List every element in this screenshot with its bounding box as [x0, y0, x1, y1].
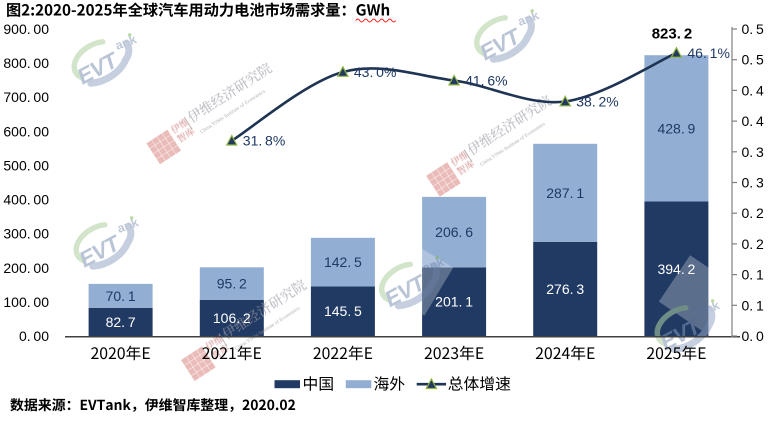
svg-text:145. 5: 145. 5 [324, 303, 362, 319]
svg-text:0. 1: 0. 1 [742, 297, 764, 313]
svg-text:46. 1%: 46. 1% [687, 45, 730, 61]
svg-text:200. 00: 200. 00 [3, 260, 49, 276]
svg-text:82. 7: 82. 7 [106, 314, 136, 330]
svg-text:0. 5: 0. 5 [742, 52, 764, 68]
svg-text:31. 8%: 31. 8% [243, 133, 285, 149]
svg-text:0. 00: 0. 00 [19, 328, 49, 344]
svg-text:70. 1: 70. 1 [106, 288, 136, 304]
svg-text:300. 00: 300. 00 [3, 226, 49, 242]
svg-text:394. 2: 394. 2 [657, 261, 695, 277]
svg-text:38. 2%: 38. 2% [576, 94, 619, 110]
svg-text:41. 6%: 41. 6% [465, 73, 508, 89]
svg-text:0. 4: 0. 4 [742, 82, 764, 98]
svg-text:43. 0%: 43. 0% [354, 64, 397, 80]
svg-text:700. 00: 700. 00 [3, 89, 49, 105]
svg-text:95. 2: 95. 2 [217, 276, 247, 292]
svg-text:500. 00: 500. 00 [3, 157, 49, 173]
svg-text:142. 5: 142. 5 [324, 254, 362, 270]
svg-text:0. 3: 0. 3 [742, 144, 764, 160]
svg-text:ank: ank [115, 215, 140, 236]
svg-text:900. 00: 900. 00 [3, 21, 49, 37]
svg-text:100. 00: 100. 00 [3, 294, 49, 310]
svg-text:0. 1: 0. 1 [742, 267, 764, 283]
svg-text:206. 6: 206. 6 [435, 224, 473, 240]
svg-text:600. 00: 600. 00 [3, 123, 49, 139]
svg-text:823. 2: 823. 2 [652, 26, 693, 43]
svg-text:0. 2: 0. 2 [742, 205, 764, 221]
svg-text:0. 3: 0. 3 [742, 175, 764, 191]
svg-text:ank: ank [421, 255, 446, 276]
svg-text:800. 00: 800. 00 [3, 55, 49, 71]
svg-text:0. 2: 0. 2 [742, 236, 764, 252]
svg-text:ank: ank [113, 32, 138, 53]
svg-text:428. 9: 428. 9 [657, 120, 695, 136]
svg-text:ank: ank [516, 8, 541, 29]
svg-text:ank: ank [696, 298, 721, 319]
svg-text:106. 2: 106. 2 [213, 310, 251, 326]
svg-text:276. 3: 276. 3 [546, 281, 584, 297]
svg-text:0. 5: 0. 5 [742, 21, 764, 37]
svg-text:201. 1: 201. 1 [435, 294, 473, 310]
svg-text:287. 1: 287. 1 [546, 185, 584, 201]
svg-text:0. 0: 0. 0 [742, 328, 764, 344]
svg-text:0. 4: 0. 4 [742, 113, 764, 129]
svg-text:400. 00: 400. 00 [3, 192, 49, 208]
